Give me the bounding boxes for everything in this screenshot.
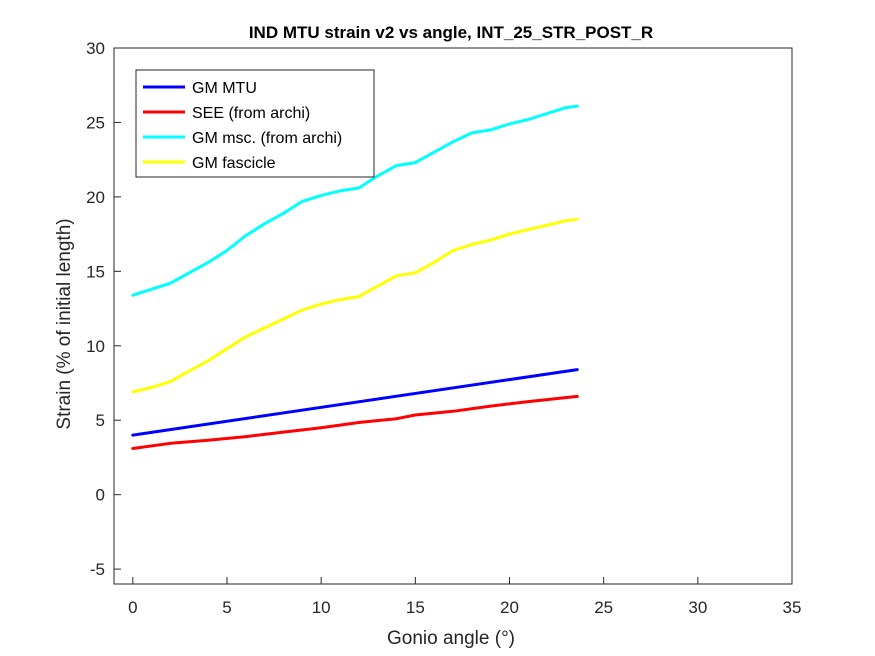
legend-label-2: SEE (from archi): [192, 105, 310, 122]
series-line-2: [131, 394, 579, 450]
y-axis-label: Strain (% of initial length): [54, 218, 75, 429]
x-axis-label: Gonio angle (°): [387, 628, 515, 649]
x-tick-label: 20: [500, 598, 519, 617]
x-tick-label: 25: [594, 598, 613, 617]
y-tick-label: 20: [86, 188, 105, 207]
y-tick-label: 30: [86, 39, 105, 58]
x-axis: 0 5 10 15 20 25 30 35: [128, 577, 801, 617]
legend-label-4: GM fascicle: [192, 155, 276, 172]
y-tick-label: 5: [96, 411, 105, 430]
series-line-1: [131, 368, 579, 437]
x-tick-label: 30: [688, 598, 707, 617]
y-tick-label: 25: [86, 113, 105, 132]
x-tick-label: 10: [312, 598, 331, 617]
x-tick-label: 0: [128, 598, 137, 617]
x-tick-label: 5: [222, 598, 231, 617]
y-tick-label: -5: [90, 560, 105, 579]
legend-label-3: GM msc. (from archi): [192, 130, 342, 147]
chart-title: IND MTU strain v2 vs angle, INT_25_STR_P…: [249, 23, 653, 42]
y-axis: -5 0 5 10 15 20 25 30: [86, 39, 121, 579]
series-line-4: [131, 217, 579, 394]
series-line-3: [131, 104, 579, 297]
y-tick-label: 15: [86, 262, 105, 281]
x-tick-label: 15: [406, 598, 425, 617]
y-tick-label: 0: [96, 486, 105, 505]
legend: GM MTU SEE (from archi) GM msc. (from arch…: [135, 69, 375, 178]
legend-label-1: GM MTU: [192, 80, 257, 97]
x-tick-label: 35: [783, 598, 802, 617]
y-tick-label: 10: [86, 337, 105, 356]
series-layer: [131, 104, 579, 450]
